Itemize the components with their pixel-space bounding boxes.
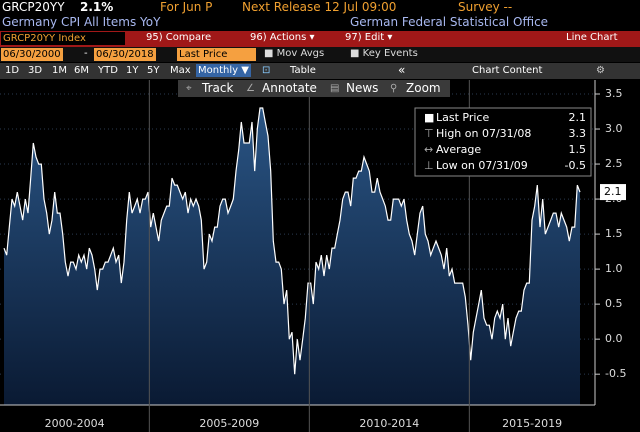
legend-symbol: ■ <box>424 111 434 124</box>
x-tick-label: 2015-2019 <box>502 417 562 430</box>
legend-symbol: ⊥ <box>424 159 434 172</box>
legend-symbol: ⊤ <box>424 127 434 140</box>
y-tick-label: -0.5 <box>605 367 626 380</box>
legend-value: 1.5 <box>569 143 587 156</box>
legend-label: Last Price <box>436 111 489 124</box>
tool-button[interactable]: Track <box>202 81 234 95</box>
line <box>3 107 581 375</box>
mov-avgs-label: Mov Avgs <box>276 48 325 59</box>
tool-icon: ⌖ <box>186 83 192 94</box>
table-icon: ⊡ <box>262 65 271 76</box>
range-button[interactable]: 5Y <box>147 65 160 76</box>
period: For Jun P <box>160 0 213 14</box>
area <box>4 108 580 405</box>
command-bar: GRCP20YY Index 95) Compare 96) Actions ▾… <box>0 31 640 47</box>
field-select[interactable]: Last Price <box>177 48 256 61</box>
y-tick-label: 0.0 <box>605 332 623 345</box>
table-button[interactable]: Table <box>290 65 316 76</box>
x-tick-label: 2005-2009 <box>199 417 259 430</box>
range-bar: 06/30/2000 - 06/30/2018 Last Price ■ Mov… <box>0 47 640 62</box>
key-events-label: Key Events <box>362 48 418 59</box>
source: German Federal Statistical Office <box>350 15 549 29</box>
tool-bar: ⌖ Track ∠ Annotate ▤ News ⚲ Zoom <box>178 80 450 97</box>
actions-button[interactable]: 96) Actions ▾ <box>250 32 315 43</box>
legend-label: High on 07/31/08 <box>436 127 531 140</box>
range-button[interactable]: 6M <box>74 65 89 76</box>
mov-avgs[interactable]: ■ Mov Avgs <box>264 48 325 59</box>
frequency-select[interactable]: Monthly ▼ <box>196 64 251 77</box>
compare-button[interactable]: 95) Compare <box>146 32 212 43</box>
end-date[interactable]: 06/30/2018 <box>94 48 156 61</box>
x-tick-label: 2010-2014 <box>359 417 419 430</box>
tool-button[interactable]: Zoom <box>406 81 441 95</box>
start-date[interactable]: 06/30/2000 <box>1 48 63 61</box>
y-tick-label: 3.5 <box>605 87 623 100</box>
legend-box <box>414 107 592 177</box>
x-axis-band <box>0 405 640 432</box>
settings-icon[interactable]: ⚙ <box>596 65 605 76</box>
y-tick-label: 1.0 <box>605 262 623 275</box>
chart-type: Line Chart <box>566 32 618 43</box>
y-tick-label: 3.0 <box>605 122 623 135</box>
last-value-label: 2.1 <box>604 185 622 198</box>
y-tick-label: 1.5 <box>605 227 623 240</box>
tool-button[interactable]: News <box>346 81 379 95</box>
security-name: Germany CPI All Items YoY <box>2 15 161 29</box>
last-value-box <box>600 184 626 201</box>
date-dash: - <box>84 48 88 59</box>
range-button[interactable]: 3D <box>28 65 43 76</box>
release: Next Release 12 Jul 09:00 <box>242 0 397 14</box>
y-tick-label: 2.5 <box>605 157 623 170</box>
range-button[interactable]: 1D <box>5 65 20 76</box>
collapse-button[interactable]: « <box>398 63 406 77</box>
range-button[interactable]: 1M <box>52 65 67 76</box>
legend-value: 2.1 <box>569 111 587 124</box>
range-button[interactable]: 1Y <box>126 65 139 76</box>
subheader-row: Germany CPI All Items YoY German Federal… <box>0 15 640 31</box>
y-tick-label: 0.5 <box>605 297 623 310</box>
x-tick-label: 2000-2004 <box>45 417 105 430</box>
legend-value: -0.5 <box>565 159 586 172</box>
key-events[interactable]: ■ Key Events <box>350 48 418 59</box>
last-value: 2.1% <box>80 0 114 14</box>
period-bar: 1D 3D 1M 6M YTD 1Y 5Y Max Monthly ▼ ⊡ Table « C… <box>0 63 640 79</box>
legend-label: Low on 07/31/09 <box>436 159 528 172</box>
range-button[interactable]: YTD <box>98 65 118 76</box>
header-row: GRCP20YY 2.1% For Jun P Next Release 12 … <box>0 0 640 15</box>
legend-value: 3.3 <box>569 127 587 140</box>
edit-button[interactable]: 97) Edit ▾ <box>345 32 393 43</box>
tool-icon: ∠ <box>246 83 255 94</box>
legend-symbol: ↔ <box>424 143 433 156</box>
tool-icon: ⚲ <box>390 83 398 94</box>
legend-label: Average <box>436 143 481 156</box>
range-button[interactable]: Max <box>170 65 191 76</box>
ticker: GRCP20YY <box>2 0 65 14</box>
security-input[interactable]: GRCP20YY Index <box>1 32 125 45</box>
chart-content[interactable]: Chart Content <box>472 65 543 76</box>
tool-button[interactable]: Annotate <box>262 81 317 95</box>
survey: Survey -- <box>458 0 513 14</box>
tool-icon: ▤ <box>330 83 340 94</box>
